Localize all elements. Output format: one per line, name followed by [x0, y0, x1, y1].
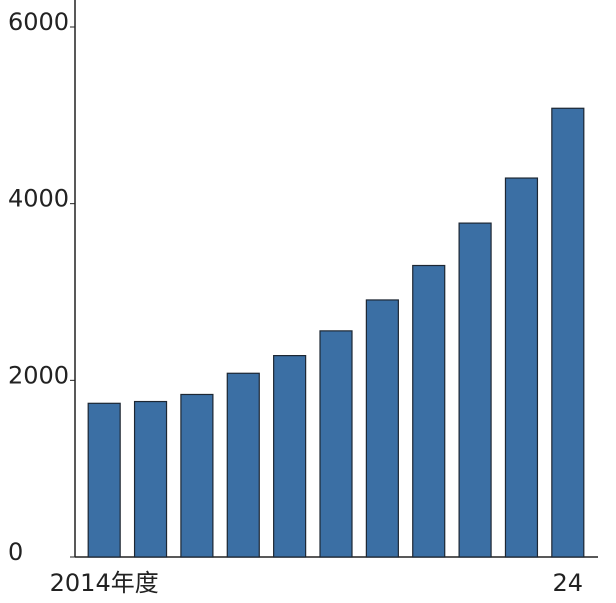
x-tick-label: 24	[553, 569, 584, 597]
bar	[365, 299, 399, 558]
bar	[180, 393, 214, 558]
bar	[273, 355, 307, 558]
bar	[319, 330, 353, 558]
bar	[551, 107, 585, 558]
bar	[504, 177, 539, 558]
bar	[458, 222, 492, 558]
y-tick-label: 6000	[8, 8, 69, 36]
bar	[412, 264, 446, 558]
bar	[87, 402, 121, 558]
y-tick-label: 4000	[8, 185, 69, 213]
y-tick-label: 0	[8, 538, 23, 566]
x-tick-label: 2014年度	[50, 569, 159, 597]
y-tick-label: 2000	[8, 361, 69, 389]
bar	[133, 400, 168, 558]
bar	[226, 372, 260, 558]
